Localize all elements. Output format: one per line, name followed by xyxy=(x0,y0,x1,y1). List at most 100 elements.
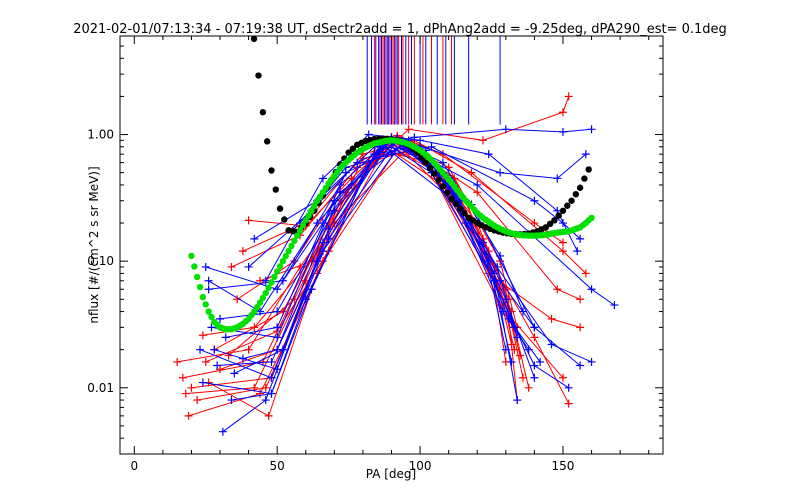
fit-dot xyxy=(271,273,278,281)
plus-marker xyxy=(558,247,567,256)
plus-marker xyxy=(264,411,273,420)
plus-marker xyxy=(513,396,522,405)
fit-dot xyxy=(542,224,550,231)
plus-marker xyxy=(587,357,596,366)
fit-dot xyxy=(299,222,307,229)
plus-marker xyxy=(318,174,327,183)
fit-dot xyxy=(585,166,592,173)
plus-marker xyxy=(238,247,247,256)
plus-marker xyxy=(501,125,510,134)
fit-dot xyxy=(196,283,204,291)
fit-curve-layer xyxy=(188,35,595,333)
x-tick-label: 50 xyxy=(270,459,285,473)
fit-dot xyxy=(448,195,455,203)
plus-marker xyxy=(178,373,187,382)
fit-dot xyxy=(268,167,275,174)
fit-dot xyxy=(193,273,201,281)
plus-marker xyxy=(473,188,482,197)
fit-dot xyxy=(276,205,284,212)
fit-dot xyxy=(572,191,580,198)
plus-marker xyxy=(496,276,505,285)
plus-marker xyxy=(501,295,510,304)
plus-marker xyxy=(313,219,322,228)
fit-dot xyxy=(191,263,198,270)
plus-marker xyxy=(461,219,470,228)
fit-dot xyxy=(555,212,562,219)
plus-marker xyxy=(416,136,425,145)
plus-marker xyxy=(610,301,619,310)
fit-dot xyxy=(273,268,281,275)
plus-marker xyxy=(250,234,259,243)
fit-dot xyxy=(263,138,271,145)
fit-dot xyxy=(259,294,267,302)
plus-marker xyxy=(438,158,447,167)
plus-marker xyxy=(230,369,239,378)
fit-dot xyxy=(461,210,468,217)
fit-dot xyxy=(291,237,298,244)
fit-dot xyxy=(576,184,584,191)
plus-marker xyxy=(576,234,585,243)
plus-marker xyxy=(184,411,193,420)
fit-dot xyxy=(256,299,264,306)
plus-marker xyxy=(221,333,230,342)
plus-marker xyxy=(587,125,596,134)
plus-marker xyxy=(536,357,545,366)
fit-dot xyxy=(281,216,288,223)
plus-marker xyxy=(576,361,585,370)
plus-marker xyxy=(210,345,219,354)
plus-marker xyxy=(467,168,476,177)
y-tick-label: 0.01 xyxy=(87,381,114,395)
y-axis: 0.01 0.10 1.00 xyxy=(87,35,663,455)
plus-marker xyxy=(547,314,556,323)
plus-marker xyxy=(553,285,562,294)
plus-marker xyxy=(267,357,276,366)
plus-marker xyxy=(587,285,596,294)
plus-marker xyxy=(187,383,196,392)
x-tick-label: 100 xyxy=(409,459,432,473)
fit-dot xyxy=(305,212,312,219)
plus-marker xyxy=(507,357,516,366)
plus-marker xyxy=(330,206,339,215)
fit-dot xyxy=(205,308,212,315)
fit-dot xyxy=(255,72,262,79)
plus-marker xyxy=(207,323,216,332)
plus-marker xyxy=(227,396,236,405)
plus-marker xyxy=(216,314,225,323)
plus-marker xyxy=(273,323,282,332)
plus-marker xyxy=(173,357,182,366)
fit-dot xyxy=(422,159,429,166)
fit-dot xyxy=(268,279,275,286)
plus-marker xyxy=(558,127,567,136)
plus-marker xyxy=(336,188,345,197)
plus-marker xyxy=(301,295,310,304)
fit-dot xyxy=(308,207,315,214)
fit-dot xyxy=(285,247,292,255)
fit-dot xyxy=(551,217,558,224)
fit-dot xyxy=(279,257,287,265)
fit-dot xyxy=(559,207,567,214)
series-line xyxy=(219,137,535,328)
y-tick-label: 1.00 xyxy=(87,128,114,142)
plus-marker xyxy=(576,295,585,304)
plus-marker xyxy=(530,373,539,382)
y-tick-label: 0.10 xyxy=(87,254,114,268)
plus-marker xyxy=(518,373,527,382)
fit-dot xyxy=(250,35,258,43)
fit-dot xyxy=(349,145,357,152)
fit-dot xyxy=(288,242,295,250)
fit-dot xyxy=(444,189,451,196)
plus-marker xyxy=(530,323,539,332)
plus-marker xyxy=(227,262,236,271)
plus-marker xyxy=(318,238,327,247)
x-axis: 0 50 100 150 xyxy=(130,36,650,473)
plus-marker xyxy=(201,357,210,366)
plus-marker xyxy=(530,219,539,228)
fit-dot xyxy=(568,197,575,204)
fit-dot xyxy=(202,301,209,308)
plus-marker xyxy=(204,276,213,285)
plus-marker xyxy=(204,285,213,294)
fit-dot xyxy=(345,149,352,156)
plus-marker xyxy=(427,142,436,151)
plus-marker xyxy=(196,345,205,354)
